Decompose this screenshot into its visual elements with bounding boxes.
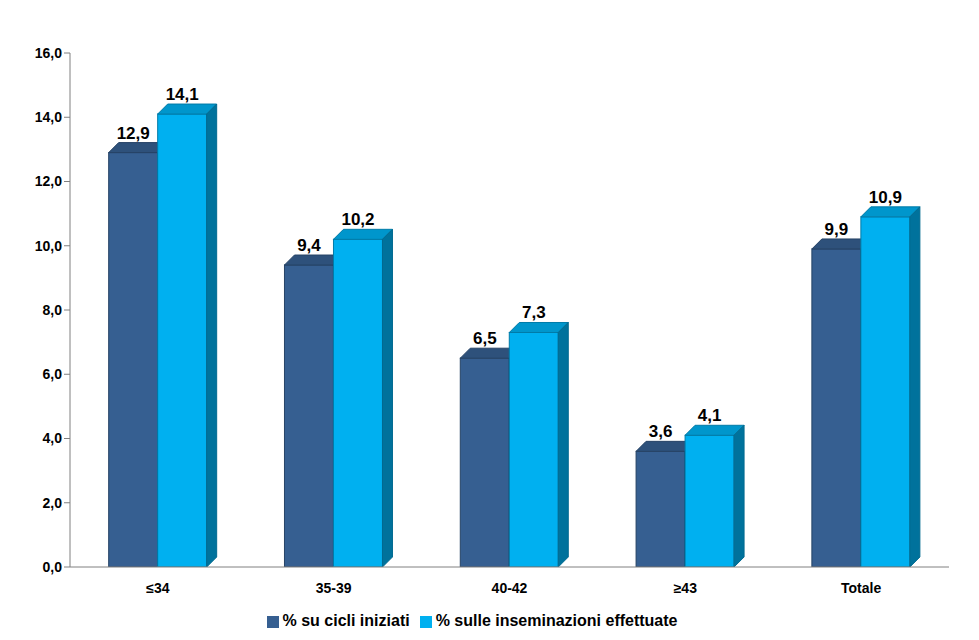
- svg-text:Totale: Totale: [841, 580, 881, 596]
- svg-text:6,5: 6,5: [473, 329, 497, 348]
- svg-text:8,0: 8,0: [43, 302, 63, 318]
- svg-text:≥43: ≥43: [674, 580, 697, 596]
- svg-text:14,0: 14,0: [35, 109, 62, 125]
- svg-text:≤34: ≤34: [146, 580, 169, 596]
- svg-text:0,0: 0,0: [43, 559, 63, 575]
- svg-text:10,0: 10,0: [35, 238, 62, 254]
- svg-text:3,6: 3,6: [649, 422, 673, 441]
- svg-text:10,9: 10,9: [869, 188, 902, 207]
- html-text:% su cicli iniziati: % su cicli iniziati: [282, 612, 410, 629]
- svg-text:4,0: 4,0: [43, 430, 63, 446]
- svg-text:4,1: 4,1: [698, 406, 722, 425]
- svg-text:9,4: 9,4: [297, 236, 321, 255]
- svg-text:6,0: 6,0: [43, 366, 63, 382]
- svg-text:16,0: 16,0: [35, 45, 62, 61]
- svg-text:12,9: 12,9: [117, 124, 150, 143]
- svg-text:40-42: 40-42: [492, 580, 528, 596]
- svg-text:10,2: 10,2: [341, 210, 374, 229]
- svg-text:9,9: 9,9: [825, 220, 849, 239]
- svg-text:2,0: 2,0: [43, 495, 63, 511]
- svg-text:35-39: 35-39: [316, 580, 352, 596]
- html-text:% sulle inseminazioni effettua: % sulle inseminazioni effettuate: [435, 612, 678, 629]
- svg-text:12,0: 12,0: [35, 173, 62, 189]
- svg-text:14,1: 14,1: [166, 85, 199, 104]
- svg-text:7,3: 7,3: [522, 303, 546, 322]
